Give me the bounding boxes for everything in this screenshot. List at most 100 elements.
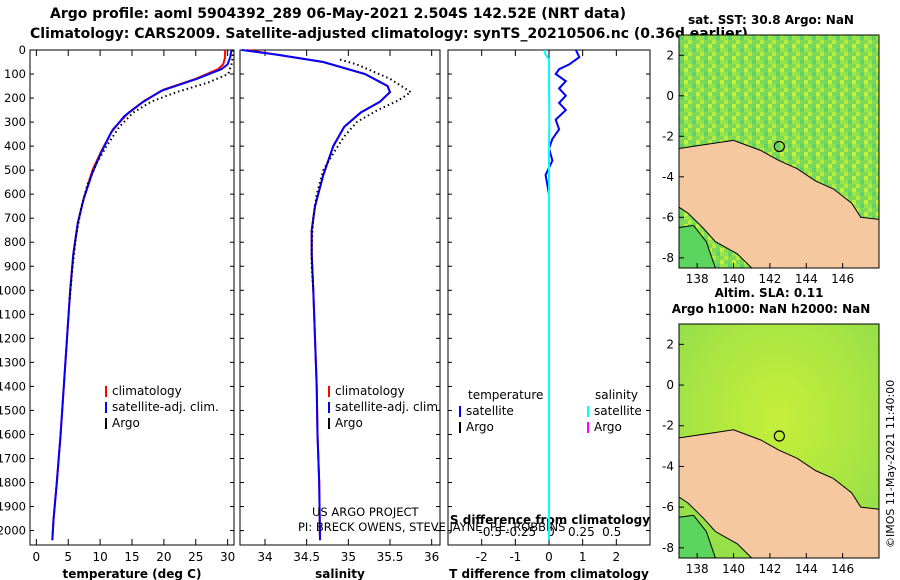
y-tick-label: -8	[662, 251, 674, 265]
land-mass	[678, 429, 880, 559]
map-title: sat. SST: 30.8 Argo: NaN	[688, 13, 854, 27]
legend-label: satellite	[594, 404, 642, 418]
x-tick-label: 34	[257, 550, 272, 564]
credit-line-2: PI: BRECK OWENS, STEVE JAYNE, P.E. ROBBI…	[298, 520, 565, 534]
y-tick-label: 0	[666, 89, 674, 103]
secondary-x-tick-label: 0.5	[602, 525, 621, 539]
x-axis-label: salinity	[315, 567, 365, 580]
satellite-adj-clim-line	[241, 49, 392, 541]
x-tick-label: 2	[613, 550, 621, 564]
ocean-field	[679, 35, 879, 268]
legend-label: satellite-adj. clim.	[112, 400, 219, 414]
legend-header-temperature: temperature	[468, 388, 543, 402]
legend-label: climatology	[335, 384, 405, 398]
x-tick-label: 34.5	[293, 550, 320, 564]
y-tick-label: -6	[662, 500, 674, 514]
temperature-satellite-diff-line	[544, 49, 581, 541]
x-tick-label: -2	[476, 550, 488, 564]
chart-title-line2: Climatology: CARS2009. Satellite-adjuste…	[30, 26, 748, 42]
y-tick-label: 300	[4, 115, 26, 129]
legend-label: Argo	[466, 420, 494, 434]
y-tick-label: -6	[662, 210, 674, 224]
salinity-satellite-diff-line	[543, 49, 551, 541]
legend-label: Argo	[335, 416, 363, 430]
y-tick-label: 1400	[0, 379, 26, 393]
y-tick-label: 1200	[0, 331, 26, 345]
y-tick-label: 1700	[0, 451, 26, 465]
x-tick-label: 5	[64, 550, 72, 564]
profile-panel-3: -2 -1 0 1 2 T difference from climatology -0.5…	[447, 49, 651, 580]
x-tick-label: 138	[686, 562, 709, 576]
panel-frame	[447, 49, 651, 546]
climatology-line	[246, 49, 392, 541]
y-tick-label: 2	[666, 48, 674, 62]
y-tick-label: 700	[4, 211, 26, 225]
y-tick-label: 0	[19, 43, 26, 57]
y-tick-label: -2	[662, 419, 674, 433]
legend-label: satellite	[466, 404, 514, 418]
southern-sea	[678, 224, 717, 269]
panel-frame	[239, 49, 441, 546]
y-tick-label: 200	[4, 91, 26, 105]
legend-label: Argo	[594, 420, 622, 434]
map-panels: 138 140 142 144 146 2 0 -2 -4 -6 -8 sat. SST: 30.8 …	[662, 13, 880, 576]
y-tick-label: 1500	[0, 403, 26, 417]
x-tick-label: 15	[124, 550, 139, 564]
y-tick-label: 600	[4, 187, 26, 201]
y-tick-label: -8	[662, 541, 674, 555]
y-tick-label: 0	[666, 378, 674, 392]
x-axis-label: temperature (deg C)	[63, 567, 202, 580]
land-mass	[678, 139, 880, 269]
map-title: Argo h1000: NaN h2000: NaN	[672, 302, 871, 316]
map-panel-2: 138 140 142 144 146 2 0 -2 -4 -6 -8 Argo h1000: NaN…	[662, 286, 880, 576]
x-tick-label: 35.5	[377, 550, 404, 564]
y-tick-label: 1900	[0, 500, 26, 514]
x-tick-label: 0	[33, 550, 41, 564]
secondary-x-tick-label: -0.5	[479, 525, 502, 539]
y-tick-label: 900	[4, 259, 26, 273]
chart-title-line1: Argo profile: aoml 5904392_289 06-May-20…	[50, 6, 626, 22]
map-frame	[678, 323, 880, 559]
y-tick-label: 400	[4, 139, 26, 153]
map-frame	[678, 34, 880, 269]
x-tick-label: 35	[341, 550, 356, 564]
climatology-line	[51, 50, 227, 541]
panel-frame	[29, 49, 235, 546]
y-tick-label: 1600	[0, 427, 26, 441]
y-tick-label: 1100	[0, 307, 26, 321]
profile-panel-1: 0 5 10 15 20 25 300100200300400500600700800900…	[0, 43, 235, 580]
secondary-x-axis-label: S difference from climatology	[450, 513, 650, 527]
x-tick-label: 30	[220, 550, 235, 564]
satellite-adj-clim-line	[51, 49, 233, 541]
x-tick-label: 140	[722, 562, 745, 576]
x-tick-label: 1	[579, 550, 587, 564]
credit-line-1: US ARGO PROJECT	[312, 505, 420, 519]
y-tick-label: -4	[662, 170, 674, 184]
y-tick-label: 1300	[0, 355, 26, 369]
y-tick-label: 800	[4, 235, 26, 249]
x-tick-label: 140	[722, 272, 745, 286]
y-tick-label: 2000	[0, 524, 26, 538]
imos-timestamp: ©IMOS 11-May-2021 11:40:00	[884, 379, 897, 548]
x-tick-label: 20	[156, 550, 171, 564]
ocean-field	[679, 324, 879, 558]
x-tick-label: 146	[831, 562, 854, 576]
profile-panels: 0 5 10 15 20 25 300100200300400500600700800900…	[0, 43, 651, 580]
y-tick-label: 1800	[0, 476, 26, 490]
southern-sea	[678, 514, 717, 559]
x-tick-label: 138	[686, 272, 709, 286]
x-tick-label: 144	[795, 272, 818, 286]
x-tick-label: 144	[795, 562, 818, 576]
x-tick-label: 0	[545, 550, 553, 564]
x-tick-label: 25	[188, 550, 203, 564]
x-tick-label: 142	[758, 562, 781, 576]
y-tick-label: 2	[666, 337, 674, 351]
map-panel-1: 138 140 142 144 146 2 0 -2 -4 -6 -8 sat. SST: 30.8 …	[662, 13, 880, 286]
y-tick-label: -4	[662, 459, 674, 473]
secondary-x-tick-label: 0.25	[568, 525, 595, 539]
profile-panel-2: 34 34.5 35 35.5 36 salinity climatology satelli…	[239, 49, 565, 580]
map-subtitle: Altim. SLA: 0.11	[715, 286, 824, 300]
x-tick-label: 146	[831, 272, 854, 286]
argo-location-marker	[773, 430, 785, 442]
